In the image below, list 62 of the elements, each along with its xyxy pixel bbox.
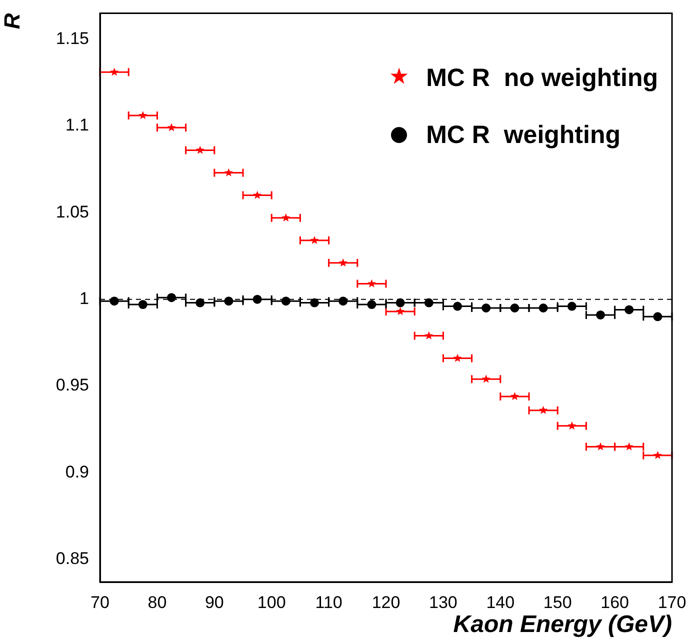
point [538,304,548,313]
point [596,442,605,450]
x-tick-label: 90 [204,592,224,612]
point [281,296,290,306]
point [224,296,234,306]
point [310,298,319,308]
point [482,374,490,383]
x-tick-label: 140 [486,592,515,612]
point [596,310,605,320]
point [653,450,662,460]
point [367,300,376,310]
point [167,293,176,302]
x-tick-label: 110 [315,592,342,612]
x-tick-label: 170 [658,592,686,612]
point [624,305,634,314]
x-tick-label: 100 [257,592,286,612]
point [653,312,662,322]
x-tick-label: 80 [148,592,167,612]
point [482,304,491,313]
y-tick-label: 1.1 [65,116,89,135]
point [253,190,262,199]
point [453,354,462,362]
point [567,302,576,311]
point [539,406,548,414]
point [624,442,634,450]
point [424,331,434,340]
point [338,296,348,306]
point [167,123,176,132]
y-tick-label: 0.85 [56,549,89,568]
point [196,298,205,308]
y-tick-label: 1.15 [56,28,89,48]
x-axis-title: Kaon Energy (GeV) [453,611,672,638]
point [396,306,405,316]
point [453,302,462,311]
y-axis-title: R [0,13,24,30]
point [252,294,262,304]
point [110,296,119,306]
point [367,279,376,288]
point [568,421,576,430]
x-tick-label: 120 [372,592,400,612]
point [510,304,520,313]
y-tick-label: 1 [80,289,89,308]
y-tick-label: 0.95 [56,376,89,395]
point [310,236,319,244]
point [338,258,348,267]
point [282,213,290,222]
x-tick-label: 150 [543,592,572,612]
point [424,298,434,308]
point [138,300,148,310]
point [510,392,519,400]
y-tick-label: 0.9 [65,462,89,482]
y-tick-label: 1.05 [56,202,89,222]
point [110,68,119,76]
legend-label: MC R no weighting [426,64,658,93]
point [196,146,204,154]
point [224,168,233,176]
point [396,298,405,308]
x-tick-label: 160 [600,592,629,612]
x-tick-label: 70 [90,592,110,612]
legend-label: MC R weighting [426,121,620,150]
x-tick-label: 130 [429,592,458,612]
point [138,111,148,120]
